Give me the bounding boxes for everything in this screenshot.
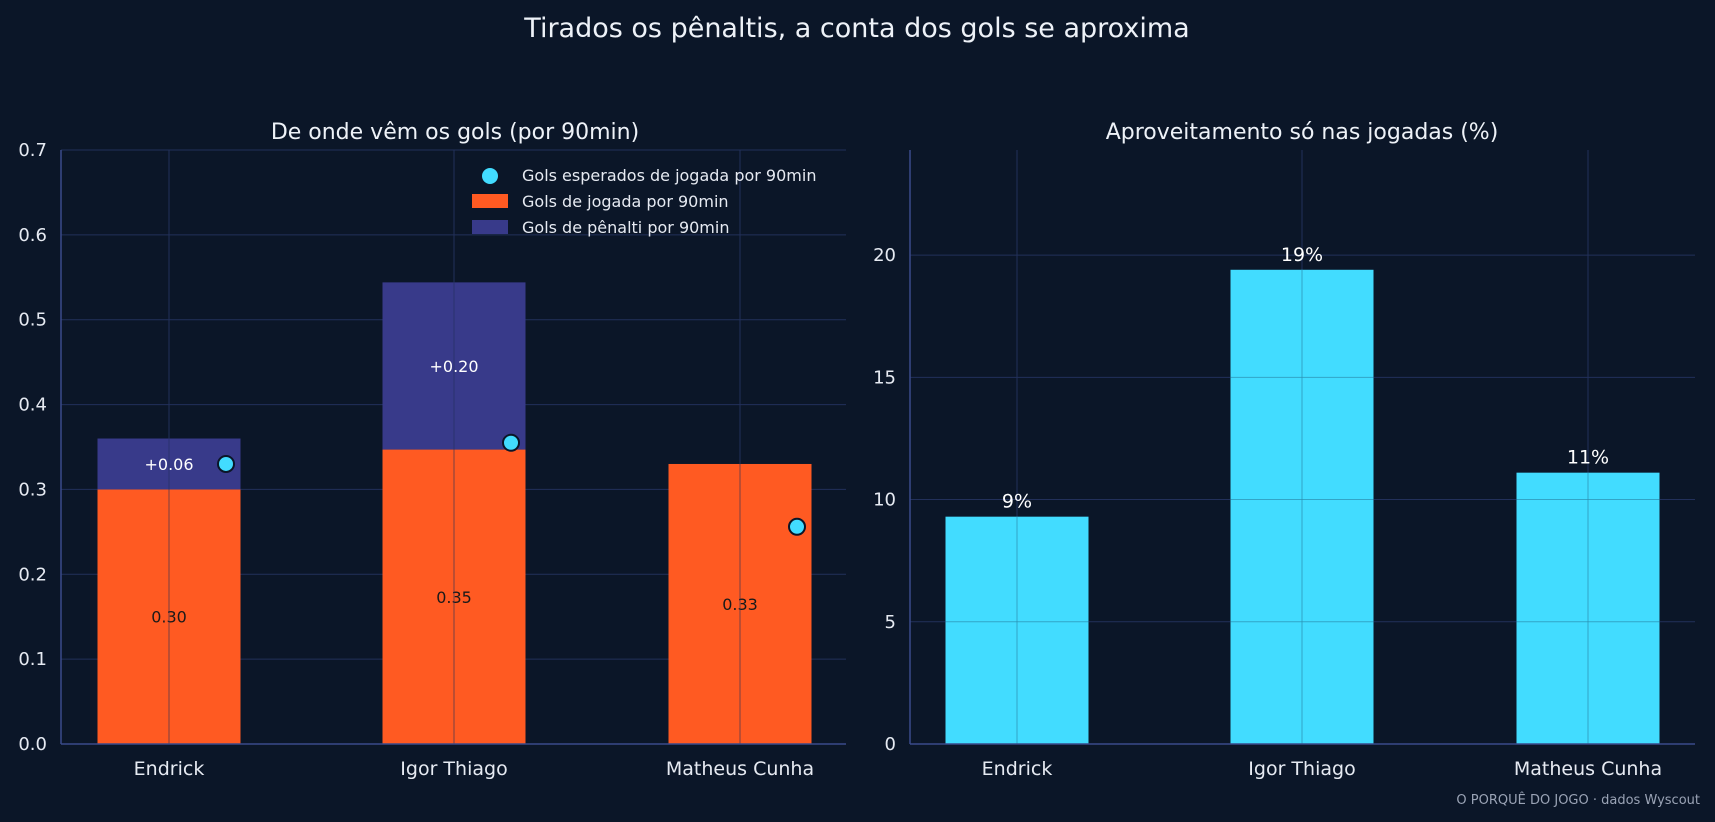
y-tick-label: 0.0 bbox=[18, 734, 47, 755]
xg-marker bbox=[502, 433, 520, 452]
x-category-label: Matheus Cunha bbox=[666, 758, 814, 780]
x-category-label: Endrick bbox=[982, 758, 1053, 780]
left-stacked-bar-chart: De onde vêm os gols (por 90min) 0.0 0.1 0.2… bbox=[18, 120, 846, 780]
y-tick-label: 0.1 bbox=[18, 649, 47, 670]
legend-swatch-open-play bbox=[472, 194, 508, 208]
y-tick-label: 20 bbox=[873, 245, 896, 266]
x-category-label: Igor Thiago bbox=[1248, 758, 1355, 780]
y-tick-label: 0.6 bbox=[18, 225, 47, 246]
xg-marker bbox=[217, 454, 235, 473]
y-tick-label: 5 bbox=[885, 612, 896, 633]
figure-title: Tirados os pênaltis, a conta dos gols se… bbox=[523, 13, 1189, 44]
x-category-label: Endrick bbox=[134, 758, 205, 780]
y-tick-label: 0.4 bbox=[18, 395, 47, 416]
x-category-label: Igor Thiago bbox=[400, 758, 507, 780]
bar-value-label: 9% bbox=[1002, 491, 1032, 513]
right-bar-chart: Aproveitamento só nas jogadas (%) 0 5 10 15 2… bbox=[873, 120, 1695, 780]
y-tick-label: 0.2 bbox=[18, 564, 47, 585]
y-tick-label: 0.3 bbox=[18, 479, 47, 500]
bar-value-label: 19% bbox=[1281, 244, 1323, 266]
x-category-label: Matheus Cunha bbox=[1514, 758, 1662, 780]
y-tick-label: 15 bbox=[873, 367, 896, 388]
legend-label-open-play: Gols de jogada por 90min bbox=[522, 192, 729, 211]
legend-label-xg: Gols esperados de jogada por 90min bbox=[522, 166, 816, 185]
y-tick-label: 0 bbox=[885, 734, 896, 755]
source-note: O PORQUÊ DO JOGO · dados Wyscout bbox=[1456, 792, 1700, 808]
right-chart-title: Aproveitamento só nas jogadas (%) bbox=[1106, 120, 1499, 145]
y-tick-label: 0.7 bbox=[18, 140, 47, 161]
xg-marker bbox=[788, 517, 806, 536]
legend-marker-xg bbox=[482, 168, 498, 184]
y-tick-label: 0.5 bbox=[18, 310, 47, 331]
legend: Gols esperados de jogada por 90min Gols d… bbox=[472, 166, 816, 237]
y-tick-label: 10 bbox=[873, 490, 896, 511]
legend-swatch-penalty bbox=[472, 220, 508, 234]
bar-value-label: 11% bbox=[1567, 447, 1609, 469]
left-chart-title: De onde vêm os gols (por 90min) bbox=[271, 120, 639, 145]
legend-label-penalty: Gols de pênalti por 90min bbox=[522, 218, 729, 237]
